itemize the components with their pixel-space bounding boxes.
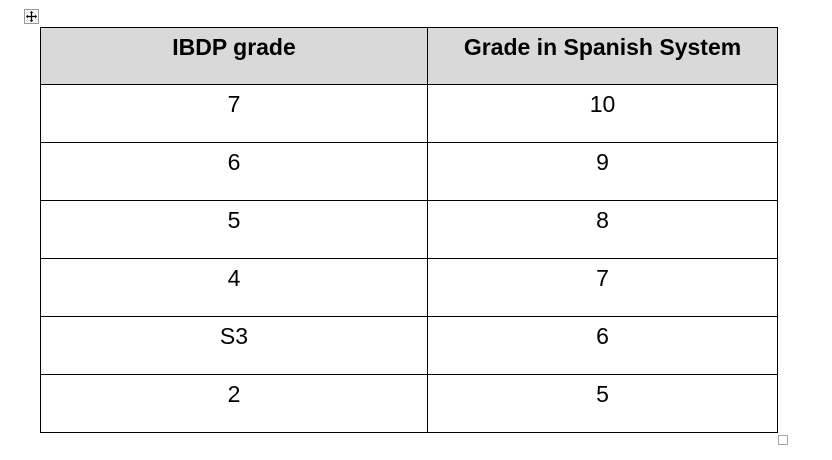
table-resize-handle[interactable] [778,435,788,445]
table-cell-spanish[interactable]: 8 [427,200,778,259]
table-header-row: IBDP grade Grade in Spanish System [40,27,778,85]
table-cell-spanish[interactable]: 9 [427,142,778,201]
table-row: 4 7 [40,258,778,317]
table-cell-spanish[interactable]: 6 [427,316,778,375]
table-cell-ibdp[interactable]: 4 [40,258,428,317]
table-cell-spanish[interactable]: 10 [427,84,778,143]
table-cell-spanish[interactable]: 5 [427,374,778,433]
column-header-ibdp-grade[interactable]: IBDP grade [40,27,428,85]
table-row: S3 6 [40,316,778,375]
table-cell-ibdp[interactable]: S3 [40,316,428,375]
table-cell-ibdp[interactable]: 5 [40,200,428,259]
table-move-handle[interactable] [24,9,39,24]
table-cell-ibdp[interactable]: 2 [40,374,428,433]
table-row: 5 8 [40,200,778,259]
table-row: 6 9 [40,142,778,201]
table-row: 2 5 [40,374,778,433]
column-header-spanish-grade[interactable]: Grade in Spanish System [427,27,778,85]
grade-conversion-table: IBDP grade Grade in Spanish System 7 10 … [40,27,778,433]
table-cell-ibdp[interactable]: 7 [40,84,428,143]
table-cell-spanish[interactable]: 7 [427,258,778,317]
move-cross-icon [26,11,37,22]
table-cell-ibdp[interactable]: 6 [40,142,428,201]
table-row: 7 10 [40,84,778,143]
